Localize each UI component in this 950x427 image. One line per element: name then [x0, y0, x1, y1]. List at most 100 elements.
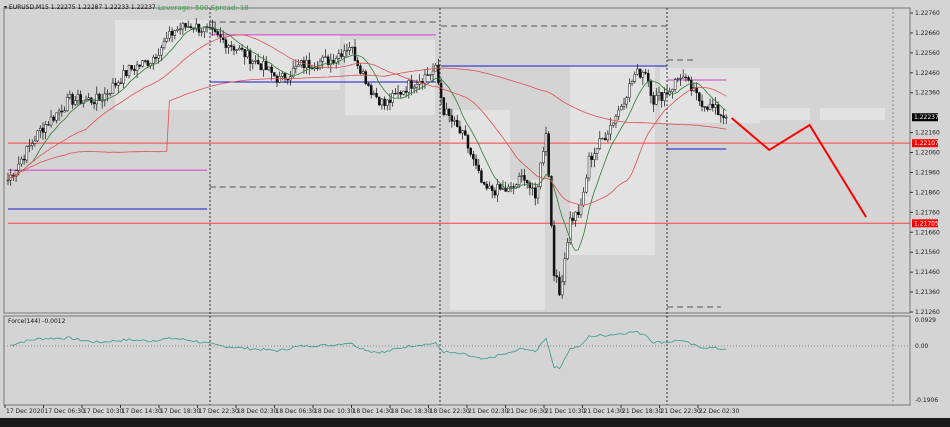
chart-window[interactable]: 1.22760 1.22660 1.22560 1.22460 1.22360 1.221… — [0, 0, 950, 418]
price-label: 1.22360 — [915, 90, 940, 97]
price-label: 1.21860 — [915, 189, 940, 196]
candle-body — [601, 138, 604, 140]
price-label: 1.22060 — [915, 150, 940, 157]
candle-body — [106, 93, 109, 95]
candle-body — [477, 164, 480, 171]
candle-body — [383, 98, 386, 106]
candle-body — [195, 23, 198, 30]
candle-body — [429, 74, 432, 76]
candle-body — [472, 154, 475, 160]
candle-body — [17, 163, 21, 171]
candle-body — [396, 91, 400, 94]
candle-body — [517, 176, 521, 185]
candle-body — [445, 108, 448, 115]
candle-body — [176, 28, 179, 31]
candle-body — [525, 180, 529, 184]
candle-body — [593, 153, 596, 161]
candle-body — [636, 68, 639, 75]
candle-body — [606, 133, 610, 141]
candle-body — [181, 23, 185, 30]
candle-body — [133, 68, 136, 71]
candle-body — [243, 49, 246, 58]
candle-body — [216, 31, 220, 35]
candle-body — [375, 92, 378, 98]
candle-body — [321, 57, 324, 62]
candle-body — [186, 26, 190, 28]
candle-body — [30, 143, 34, 146]
candle-body — [68, 94, 72, 98]
candle-body — [22, 158, 26, 161]
candle-body — [138, 64, 142, 67]
candle-body — [213, 29, 217, 32]
candle-body — [655, 95, 658, 105]
candle-body — [458, 126, 462, 134]
leverage-spread-label: Leverage: 500 Spread: 18 — [158, 4, 249, 12]
candle-body — [377, 96, 381, 106]
candle-body — [348, 47, 351, 51]
candle-body — [41, 127, 45, 133]
candle-body — [552, 225, 556, 276]
candle-body — [246, 50, 249, 58]
time-label: 21 Dec 10:30 — [545, 408, 586, 415]
candle-body — [482, 182, 486, 185]
candle-body — [550, 176, 553, 226]
candle-body — [65, 97, 69, 112]
candle-body — [90, 97, 93, 103]
candle-body — [716, 104, 720, 115]
indicator-pane — [3, 315, 911, 406]
candle-body — [267, 66, 271, 71]
candle-body — [633, 74, 637, 82]
price-label: 1.21260 — [915, 309, 940, 316]
candle-body — [641, 72, 645, 78]
candle-body — [676, 78, 680, 80]
candle-body — [165, 37, 168, 42]
candle-body — [227, 45, 230, 48]
candle-body — [622, 103, 626, 107]
candle-body — [343, 50, 346, 57]
candle-body — [684, 76, 688, 79]
candle-body — [480, 170, 483, 183]
candle-body — [334, 58, 338, 64]
candle-body — [698, 92, 701, 102]
candle-body — [178, 28, 182, 31]
candle-body — [361, 71, 365, 74]
candle-body — [259, 63, 263, 71]
price-marker-level1 — [912, 139, 938, 148]
candle-body — [367, 83, 370, 86]
candle-body — [612, 122, 615, 126]
candle-body — [714, 104, 717, 108]
candle-body — [609, 124, 612, 135]
candle-body — [415, 83, 419, 88]
candle-body — [149, 63, 152, 66]
candle-body — [135, 64, 139, 71]
price-label: 1.21960 — [915, 169, 940, 176]
candle-body — [20, 158, 23, 165]
candle-body — [39, 127, 42, 132]
time-label: 17 Dec 10:30 — [83, 408, 124, 415]
price-chart[interactable]: 1.22760 1.22660 1.22560 1.22460 1.22360 1.221… — [0, 0, 950, 418]
candle-body — [74, 100, 77, 105]
candle-body — [98, 93, 101, 101]
candle-body — [230, 45, 233, 47]
ohlc-values: 1.22275 1.22287 1.22233 1.22237 — [50, 4, 156, 11]
candle-body — [283, 73, 287, 80]
candle-body — [84, 99, 88, 102]
time-label: 17 Dec 14:30 — [122, 408, 163, 415]
candle-body — [595, 148, 599, 154]
candle-body — [25, 146, 29, 161]
candle-body — [232, 46, 236, 51]
candle-body — [579, 204, 583, 216]
candle-body — [248, 50, 252, 64]
candle-body — [558, 276, 561, 296]
force-indicator-line — [10, 331, 727, 370]
candle-body — [386, 99, 389, 106]
candle-body — [297, 64, 300, 67]
candle-body — [649, 81, 653, 96]
candle-body — [224, 39, 228, 48]
candle-body — [657, 92, 661, 96]
indicator-label: Force(144) -0.0012 — [8, 318, 66, 325]
candle-body — [722, 115, 725, 118]
candle-body — [238, 47, 241, 51]
candle-body — [638, 68, 642, 78]
candle-body — [501, 187, 505, 190]
